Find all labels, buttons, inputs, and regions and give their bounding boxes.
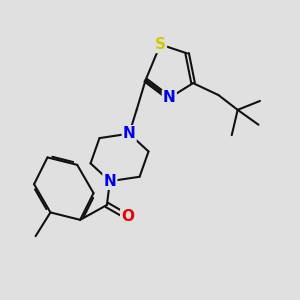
Text: N: N (123, 126, 136, 141)
Text: S: S (155, 37, 166, 52)
Text: N: N (103, 174, 116, 189)
Text: N: N (163, 91, 176, 106)
Text: O: O (121, 209, 134, 224)
